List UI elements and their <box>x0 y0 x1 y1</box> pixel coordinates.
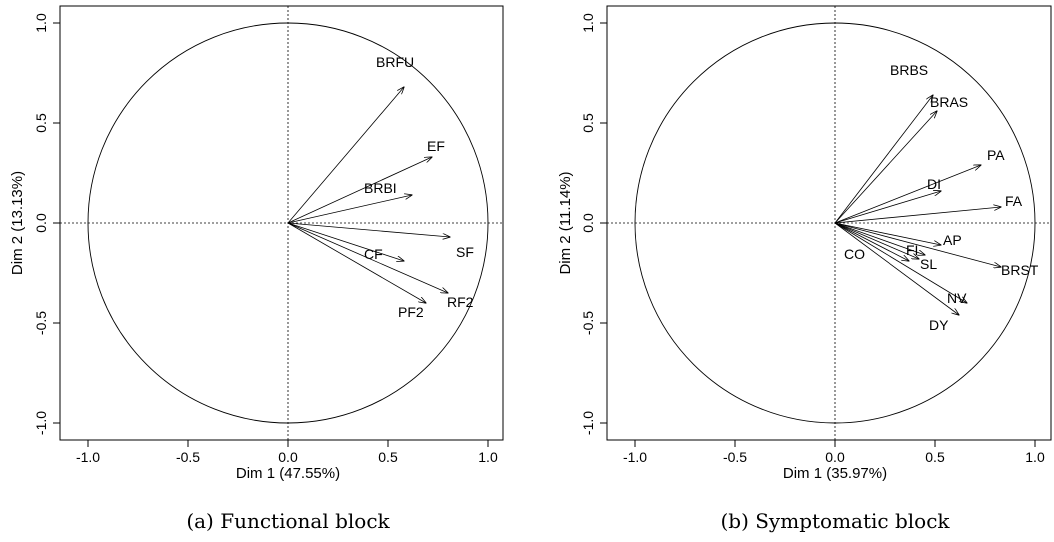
x-tick-label-a: 0.0 <box>278 449 298 465</box>
vector-arrow-cf <box>287 222 404 261</box>
panel-b: -1.0 -0.5 0.0 0.5 1.0-1.0-0.50.00.51.0BRBSBR… <box>557 5 1052 533</box>
vector-label-brst: BRST <box>1001 262 1039 278</box>
vector-label-ap: AP <box>943 232 962 248</box>
vector-arrow-co <box>834 222 909 261</box>
x-axis-label-a: Dim 1 (47.55%) <box>236 465 340 482</box>
vector-arrow-fa <box>834 207 1001 224</box>
y-tick-label-a: 1.0 <box>33 13 49 33</box>
vector-arrow-ef <box>287 157 432 224</box>
vector-label-pf2: PF2 <box>398 304 424 320</box>
y-tick-label-b: 0.0 <box>580 213 596 233</box>
vector-arrow-pa <box>834 165 981 224</box>
vector-label-cf: CF <box>364 246 383 262</box>
y-tick-label-b: 1.0 <box>580 13 596 33</box>
y-tick-label-a: 0.5 <box>33 113 49 133</box>
vector-label-brbs: BRBS <box>890 62 928 78</box>
vector-label-nv: NV <box>947 290 967 306</box>
vector-arrow-brbi <box>287 195 412 224</box>
y-tick-label-b: 0.5 <box>580 113 596 133</box>
x-tick-label-b: -1.0 <box>623 449 647 465</box>
y-tick-label-a: -1.0 <box>33 411 49 435</box>
vector-arrow-sf <box>287 222 450 237</box>
plot-area-b: -1.0 -0.5 0.0 0.5 1.0-1.0-0.50.00.51.0BRBSBR… <box>580 5 1052 465</box>
vector-arrow-di <box>834 191 941 224</box>
x-tick-label-b: 1.0 <box>1025 449 1045 465</box>
panel-a: -1.0 -0.5 0.0 0.5 1.0 -1.0 -0.5 0.0 0.5 1.0 BRFU EF… <box>9 5 504 533</box>
vector-arrow-brst <box>834 222 1001 267</box>
y-tick-label-a: -0.5 <box>33 311 49 335</box>
x-tick-label-a: -1.0 <box>76 449 100 465</box>
vector-label-rf2: RF2 <box>447 294 474 310</box>
vector-arrow-rf2 <box>287 222 448 293</box>
caption-b: (b) Symptomatic block <box>720 509 950 533</box>
vector-arrow-brfu <box>287 87 404 224</box>
vector-label-ef: EF <box>427 138 445 154</box>
x-tick-label-b: 0.0 <box>825 449 845 465</box>
vector-label-brfu: BRFU <box>376 54 414 70</box>
vector-label-bras: BRAS <box>930 94 968 110</box>
x-tick-label-b: -0.5 <box>723 449 747 465</box>
y-axis-label-a: Dim 2 (13.13%) <box>9 171 26 275</box>
caption-a: (a) Functional block <box>186 509 390 533</box>
vector-label-pa: PA <box>987 147 1005 163</box>
plot-area-a: -1.0 -0.5 0.0 0.5 1.0 -1.0 -0.5 0.0 0.5 1.0 BRFU EF… <box>33 5 504 465</box>
y-tick-label-b: -0.5 <box>580 311 596 335</box>
vector-label-sf: SF <box>456 244 474 260</box>
vector-arrow-nv <box>834 222 967 303</box>
vector-arrow-bras <box>834 111 937 224</box>
vector-arrow-fi <box>834 222 925 255</box>
x-axis-label-b: Dim 1 (35.97%) <box>783 465 887 482</box>
y-tick-label-a: 0.0 <box>33 213 49 233</box>
x-tick-label-a: 0.5 <box>378 449 398 465</box>
x-tick-label-a: 1.0 <box>478 449 498 465</box>
vector-label-sl: SL <box>920 256 937 272</box>
y-tick-label-b: -1.0 <box>580 411 596 435</box>
vector-label-fa: FA <box>1005 193 1023 209</box>
x-tick-label-a: -0.5 <box>176 449 200 465</box>
vector-label-brbi: BRBI <box>364 180 397 196</box>
x-tick-label-b: 0.5 <box>925 449 945 465</box>
vector-arrow-pf2 <box>287 222 426 303</box>
vector-label-dy: DY <box>929 317 949 333</box>
vector-arrow-brbs <box>834 95 933 224</box>
y-axis-label-b: Dim 2 (11.14%) <box>557 171 574 274</box>
vector-label-di: DI <box>927 176 941 192</box>
vector-arrow-sl <box>834 222 919 259</box>
vector-arrow-dy <box>834 222 959 315</box>
vector-label-co: CO <box>844 246 865 262</box>
vector-arrow-ap <box>834 222 941 245</box>
